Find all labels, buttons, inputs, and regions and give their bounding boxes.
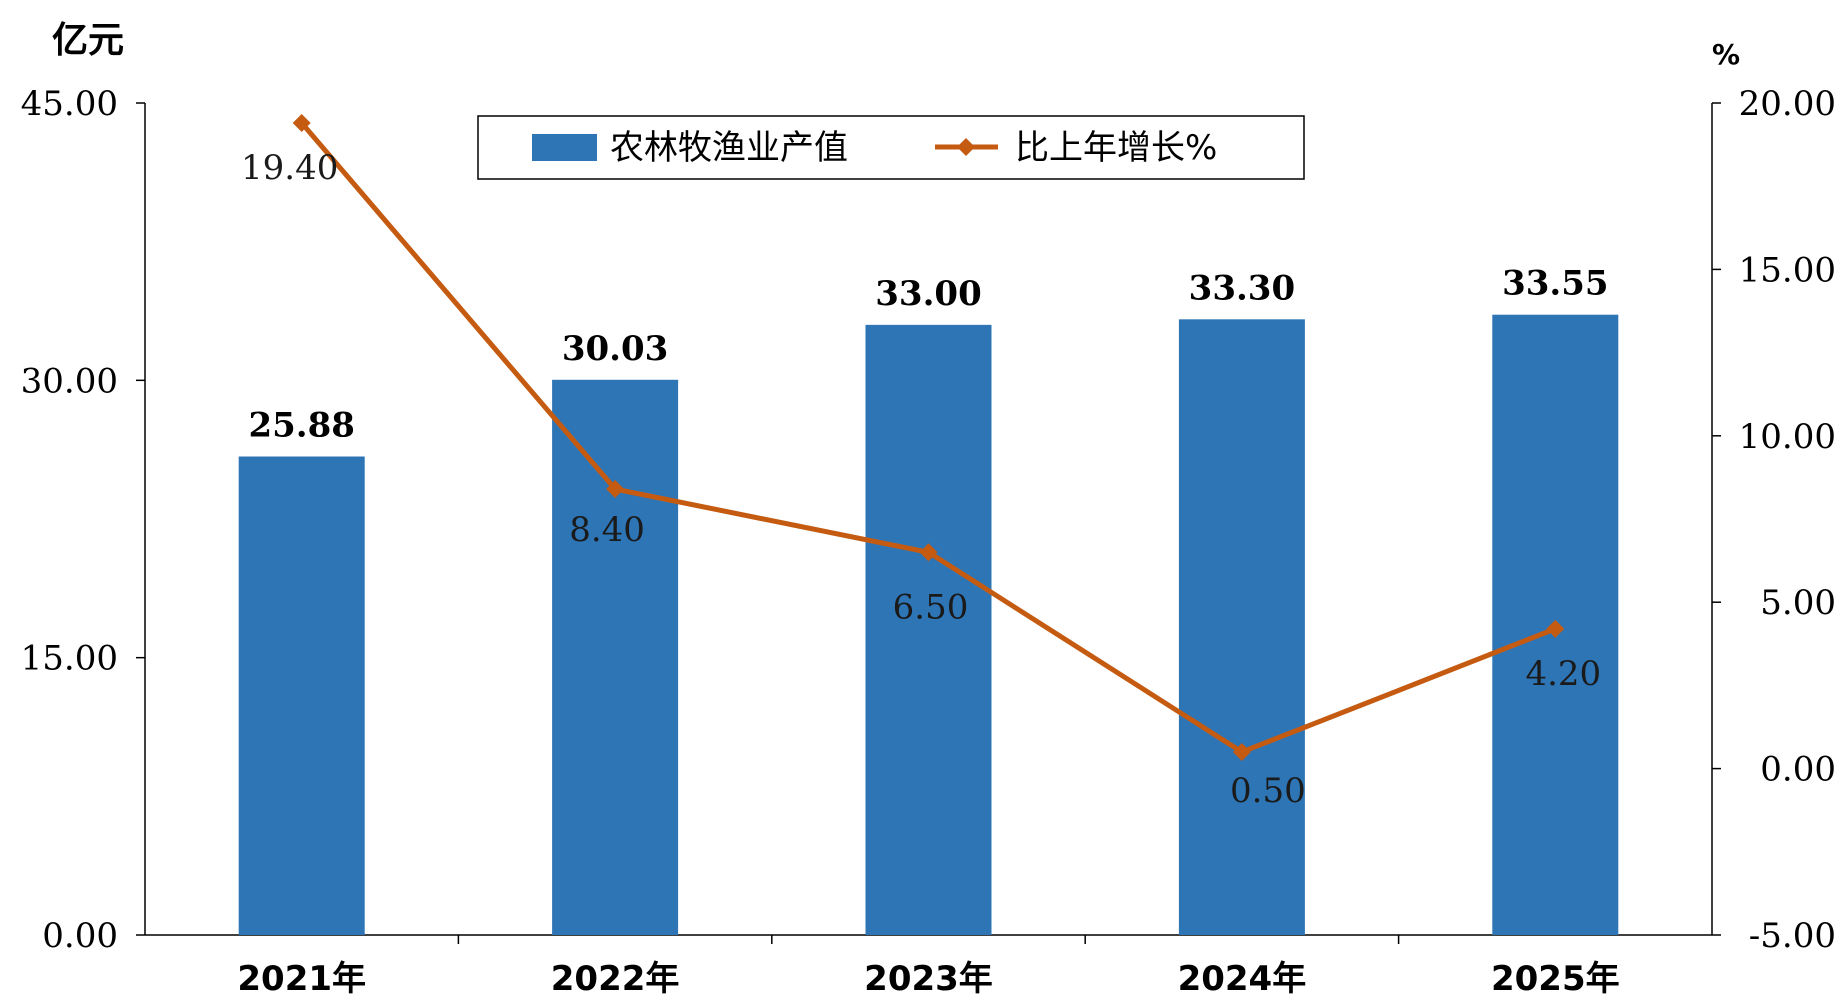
bar (552, 379, 679, 935)
bar (1178, 319, 1305, 935)
bar-data-label: 33.55 (1502, 264, 1608, 304)
line-marker (1546, 619, 1565, 638)
bar (238, 456, 365, 935)
right-axis-unit: % (1712, 38, 1740, 71)
x-tick-label: 2025年 (1491, 959, 1620, 999)
bar-data-label: 30.03 (562, 329, 668, 369)
right-tick-label: 10.00 (1739, 417, 1836, 457)
bar-data-label: 25.88 (248, 406, 354, 446)
axes-layer: 0.00 15.00 30.00 45.00 -5.00 0.00 5.00 10.00 15.… (21, 20, 1836, 999)
line-marker (292, 113, 311, 132)
line-data-label: 6.50 (893, 587, 969, 627)
bars-layer (238, 314, 1619, 936)
bar-data-label: 33.30 (1189, 268, 1295, 308)
right-tick-label: 5.00 (1760, 583, 1836, 623)
x-tick-label: 2021年 (237, 959, 366, 999)
legend-box (477, 115, 1305, 180)
line-data-label: 19.40 (241, 148, 338, 188)
bar-data-label: 33.00 (875, 274, 981, 314)
labels-layer: 25.88 30.03 33.00 33.30 33.55 19.40 8.40 6.50 0.… (241, 148, 1609, 811)
right-tick-label: 20.00 (1739, 84, 1836, 124)
right-tick-label: 15.00 (1739, 250, 1836, 290)
line-data-label: 8.40 (569, 510, 645, 550)
line-layer (292, 113, 1565, 761)
x-tick-label: 2024年 (1178, 959, 1307, 999)
legend-line-label: 比上年增长% (1015, 128, 1217, 168)
legend-bar-swatch (532, 134, 597, 161)
x-tick-label: 2023年 (864, 959, 993, 999)
left-tick-label: 15.00 (21, 639, 118, 679)
line-marker (1232, 742, 1251, 761)
right-tick-label: -5.00 (1749, 916, 1836, 956)
line-marker (919, 543, 938, 562)
left-axis-unit: 亿元 (52, 20, 124, 61)
chart-legend: 农林牧渔业产值 比上年增长% (477, 115, 1305, 180)
left-tick-label: 30.00 (21, 361, 118, 401)
legend-line-marker (957, 138, 975, 156)
line-marker (606, 480, 625, 499)
line-data-label: 0.50 (1230, 771, 1306, 811)
legend-bar-label: 农林牧渔业产值 (610, 128, 848, 168)
right-tick-label: 0.00 (1760, 750, 1836, 790)
left-tick-label: 45.00 (21, 84, 118, 124)
line-data-label: 4.20 (1525, 654, 1601, 694)
left-tick-label: 0.00 (42, 916, 118, 956)
x-tick-label: 2022年 (551, 959, 680, 999)
bar (865, 324, 992, 935)
